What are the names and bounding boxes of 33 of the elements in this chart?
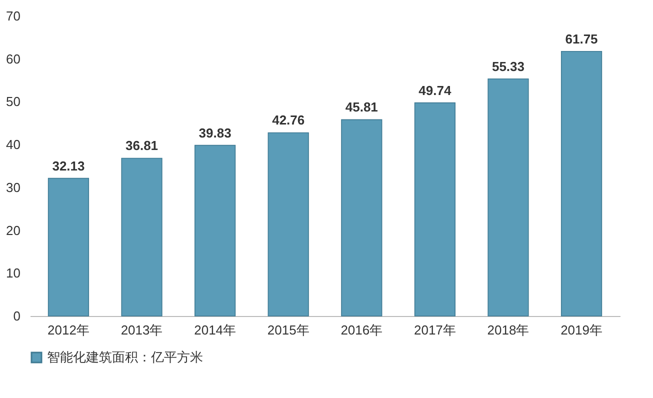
- x-tick-label: 2015年: [267, 322, 310, 338]
- x-tick-label: 2017年: [414, 322, 456, 338]
- bar: [194, 144, 236, 316]
- data-label: 39.83: [198, 125, 232, 140]
- x-tick-label: 2012年: [48, 322, 90, 338]
- data-label: 55.33: [492, 58, 525, 74]
- bar: [560, 50, 602, 316]
- data-label: 61.75: [565, 31, 598, 46]
- y-tick-label: 30: [6, 180, 20, 195]
- x-tick-label: 2019年: [560, 322, 602, 338]
- x-tick-label: 2013年: [120, 322, 163, 338]
- y-tick-label: 60: [6, 51, 20, 66]
- y-tick-label: 50: [6, 94, 20, 110]
- bar: [48, 178, 90, 316]
- x-tick-label: 2014年: [194, 322, 236, 338]
- bar: [268, 132, 309, 316]
- y-tick-label: 40: [6, 137, 20, 152]
- y-tick-label: 10: [6, 266, 20, 281]
- x-tick-label: 2018年: [487, 322, 530, 338]
- data-label: 32.13: [52, 158, 85, 174]
- data-label: 36.81: [125, 138, 158, 154]
- x-tick-label: 2016年: [340, 322, 383, 338]
- bar: [414, 102, 456, 316]
- data-label: 42.76: [272, 112, 305, 128]
- y-tick-label: 70: [6, 8, 20, 24]
- legend-label: 智能化建筑面积：亿平方米: [47, 350, 203, 364]
- data-label: 45.81: [345, 100, 378, 115]
- bar: [341, 119, 382, 316]
- y-tick-label: 0: [13, 308, 20, 324]
- y-tick-label: 20: [6, 222, 20, 238]
- bar: [121, 158, 162, 316]
- data-label: 49.74: [418, 82, 452, 98]
- bar: [488, 78, 529, 316]
